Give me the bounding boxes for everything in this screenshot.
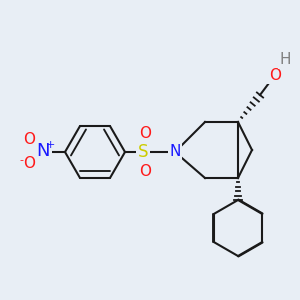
Text: O: O [139, 125, 151, 140]
Text: N: N [169, 145, 181, 160]
Text: O: O [23, 157, 35, 172]
Text: O: O [269, 68, 281, 82]
Text: O: O [23, 133, 35, 148]
Text: H: H [279, 52, 291, 68]
Text: N: N [36, 142, 50, 160]
Text: -: - [19, 155, 23, 165]
Text: O: O [139, 164, 151, 178]
Text: +: + [45, 140, 55, 150]
Text: S: S [138, 143, 148, 161]
